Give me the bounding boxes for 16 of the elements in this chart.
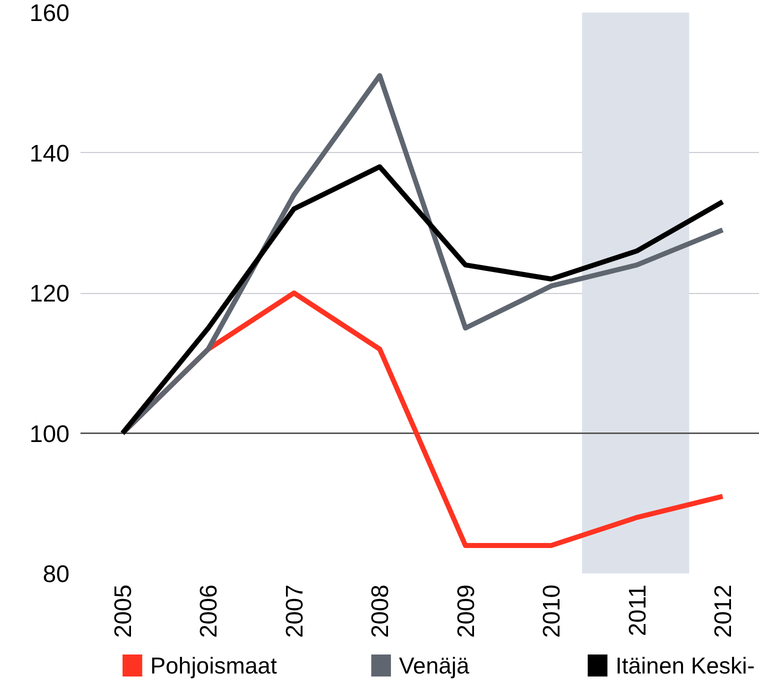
legend-label: Pohjoismaat (150, 652, 278, 678)
y-tick-label: 160 (29, 0, 70, 27)
x-tick-label: 2006 (196, 584, 223, 638)
x-tick-label: 2009 (452, 584, 480, 638)
x-tick-label: 2011 (624, 584, 652, 636)
x-tick-label: 2005 (110, 584, 138, 638)
y-tick-label: 100 (29, 420, 70, 448)
x-tick-label: 2007 (281, 584, 308, 638)
y-tick-label: 120 (29, 280, 70, 308)
x-tick-label: 2010 (538, 584, 566, 638)
legend-label: Itäinen Keski- (615, 652, 755, 678)
legend-label: Venäjä (398, 652, 470, 678)
y-tick-label: 80 (42, 561, 70, 588)
y-tick-label: 140 (29, 140, 70, 168)
x-tick-label: 2012 (710, 584, 738, 638)
x-tick-label: 2008 (367, 584, 394, 638)
